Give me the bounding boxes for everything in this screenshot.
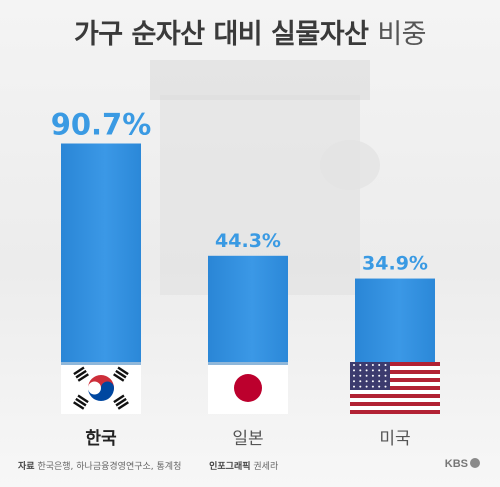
- source-label: 자료: [18, 462, 35, 472]
- chart-title-main: 가구 순자산 대비 실물자산: [73, 19, 369, 50]
- south-korea-flag: [61, 362, 141, 414]
- value-label-2: 34.9%: [362, 253, 428, 275]
- category-label-0: 한국: [85, 429, 117, 449]
- brand-logo: KBS: [445, 458, 480, 470]
- background-roof: [150, 60, 370, 100]
- source-text: 한국은행, 하나금융경영연구소, 통계청: [37, 462, 182, 472]
- category-label-2: 미국: [379, 429, 410, 449]
- footer-credits: 자료 한국은행, 하나금융경영연구소, 통계청 인포그래픽 권세라: [18, 459, 278, 472]
- credit-text: 권세라: [253, 462, 279, 472]
- bars-layer: 90.7% 한국 44.3% 일본 34.9% 미국: [51, 108, 440, 449]
- japan-flag: [208, 362, 288, 414]
- bar-0: [61, 143, 141, 363]
- value-label-0: 90.7%: [51, 108, 152, 142]
- brand-circle-icon: [470, 458, 480, 468]
- background-lamp: [320, 140, 380, 190]
- bar-1: [208, 255, 288, 363]
- credit-label: 인포그래픽: [209, 462, 251, 472]
- chart-title-sub: 비중: [377, 19, 427, 50]
- bar-2: [355, 278, 435, 363]
- chart-title: 가구 순자산 대비 실물자산 비중: [0, 12, 500, 51]
- category-label-1: 일본: [232, 429, 263, 449]
- value-label-1: 44.3%: [215, 230, 281, 252]
- usa-flag: [350, 362, 440, 414]
- brand-logo-text: KBS: [444, 458, 468, 470]
